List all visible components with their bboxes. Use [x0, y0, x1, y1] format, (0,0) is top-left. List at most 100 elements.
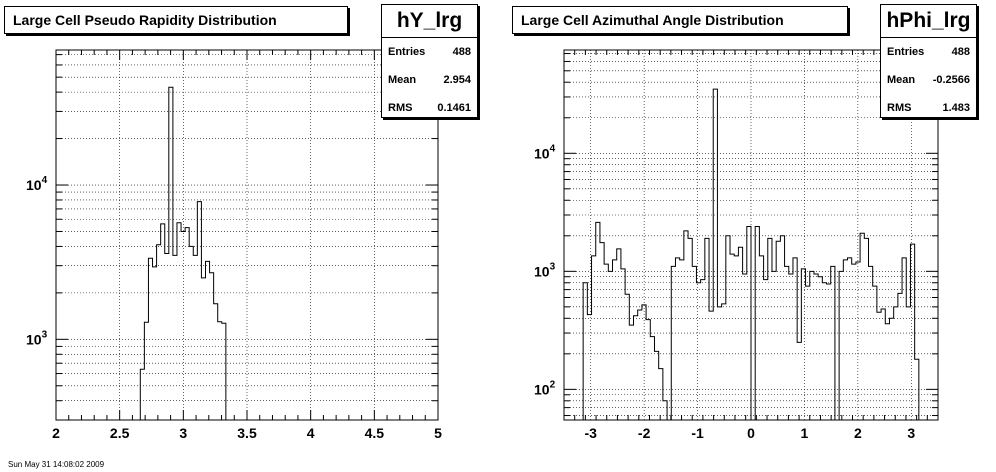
rapidity-histogram-bin	[165, 253, 169, 420]
stats-rms-label: RMS	[887, 102, 912, 114]
rapidity-y-tick-label-base: 10	[26, 177, 42, 193]
azimuth-x-tick-label: -2	[638, 425, 651, 441]
stats-mean-row: Mean 2.954	[382, 66, 477, 94]
azimuth-histogram-bin	[680, 260, 684, 420]
azimuth-histogram-bin	[848, 258, 852, 420]
azimuth-y-tick-label-exponent: 4	[550, 143, 556, 154]
azimuth-histogram-bin	[592, 256, 596, 420]
azimuth-x-tick-label: 1	[801, 425, 809, 441]
azimuth-y-tick-label: 103	[534, 261, 556, 279]
azimuth-histogram-bin	[843, 260, 847, 420]
azimuth-histogram-bin	[764, 280, 768, 420]
azimuth-histogram-bin	[801, 269, 805, 420]
rapidity-x-tick-label: 5	[434, 425, 442, 441]
azimuth-stats-box: hPhi_lrg Entries 488 Mean -0.2566 RMS 1.483	[880, 4, 977, 118]
azimuth-histogram-bin	[604, 264, 608, 420]
rapidity-x-tick-label: 4	[307, 425, 315, 441]
rapidity-frame	[55, 49, 439, 421]
stats-mean-label: Mean	[887, 74, 916, 86]
azimuth-histogram-bin	[654, 351, 658, 420]
azimuth-histogram-bin	[726, 236, 730, 420]
azimuth-histogram-bin	[738, 247, 742, 420]
azimuth-histogram-bin	[814, 274, 818, 420]
azimuth-histogram-bin	[684, 231, 688, 420]
azimuth-histogram-bin	[910, 244, 914, 420]
azimuth-histogram-bin	[827, 284, 831, 420]
azimuth-histogram-bin	[696, 283, 700, 420]
rapidity-histogram-bin	[201, 278, 205, 420]
stats-entries-label: Entries	[887, 46, 925, 58]
azimuth-histogram-bin	[885, 324, 889, 420]
azimuth-x-tick-label: 0	[747, 425, 755, 441]
azimuth-histogram-bin	[759, 256, 763, 420]
stats-histogram-name: hY_lrg	[382, 5, 477, 38]
rapidity-histogram-bin	[197, 202, 201, 420]
azimuth-y-tick-label-base: 10	[534, 381, 550, 397]
azimuth-histogram-bin	[625, 294, 629, 420]
stats-histogram-name: hPhi_lrg	[881, 5, 976, 38]
rapidity-histogram-bin	[177, 223, 181, 420]
azimuth-histogram-bin	[646, 320, 650, 420]
azimuth-histogram-bin	[692, 266, 696, 420]
azimuth-histogram-bin	[638, 310, 642, 420]
azimuth-y-tick-label-base: 10	[534, 263, 550, 279]
rapidity-y-tick-label-exponent: 3	[42, 329, 48, 340]
azimuth-y-tick-label-exponent: 3	[550, 261, 556, 272]
azimuth-x-tick-label: 2	[854, 425, 862, 441]
azimuth-histogram-bin	[822, 283, 826, 420]
azimuth-y-tick-label: 104	[534, 143, 556, 161]
azimuth-histogram-bin	[717, 307, 721, 420]
azimuth-histogram-bin	[877, 312, 881, 420]
azimuth-histogram-bin	[831, 266, 835, 420]
stats-mean-label: Mean	[388, 74, 417, 86]
azimuth-histogram-bin	[722, 304, 726, 420]
azimuth-y-tick-label-exponent: 2	[550, 379, 556, 390]
azimuth-histogram-bin	[688, 238, 692, 420]
azimuth-histogram-bin	[675, 258, 679, 420]
azimuth-histogram-bin	[621, 269, 625, 420]
rapidity-histogram-bin	[205, 261, 209, 420]
rapidity-histogram-bin	[185, 228, 189, 420]
azimuth-histogram-bin	[587, 315, 591, 420]
stats-entries-value: 488	[951, 46, 970, 58]
rapidity-y-tick-label: 104	[26, 175, 48, 193]
stats-rms-value: 1.483	[942, 102, 970, 114]
azimuth-histogram-bin	[596, 222, 600, 420]
stats-mean-row: Mean -0.2566	[881, 66, 976, 94]
rapidity-x-tick-label: 3	[179, 425, 187, 441]
azimuth-histogram-bin	[629, 325, 633, 420]
azimuth-histogram-bin	[600, 243, 604, 420]
rapidity-y-tick-label-base: 10	[26, 331, 42, 347]
rapidity-histogram-bin	[193, 255, 197, 420]
azimuth-histogram-bin	[894, 307, 898, 420]
azimuth-histogram-bin	[864, 238, 868, 420]
azimuth-histogram-bin	[806, 286, 810, 420]
stats-rms-label: RMS	[388, 102, 413, 114]
rapidity-x-tick-label: 3.5	[237, 425, 257, 441]
azimuth-histogram-bin	[776, 241, 780, 420]
azimuth-y-tick-label-base: 10	[534, 145, 550, 161]
rapidity-x-tick-label: 4.5	[365, 425, 385, 441]
rapidity-y-tick-label: 103	[26, 329, 48, 347]
azimuth-title: Large Cell Azimuthal Angle Distribution	[512, 6, 848, 34]
azimuth-histogram-bin	[915, 359, 919, 420]
azimuth-histogram-bin	[797, 342, 801, 420]
azimuth-histogram-bin	[634, 316, 638, 420]
azimuth-histogram-bin	[772, 271, 776, 420]
azimuth-x-tick-label: -1	[691, 425, 704, 441]
azimuth-histogram-bin	[613, 260, 617, 420]
rapidity-histogram-bin	[173, 255, 177, 420]
footer-timestamp: Sun May 31 14:08:02 2009	[8, 460, 105, 469]
azimuth-histogram-bin	[671, 266, 675, 420]
azimuth-histogram-bin	[793, 258, 797, 420]
azimuth-histogram-bin	[701, 280, 705, 420]
stats-rms-row: RMS 0.1461	[382, 94, 477, 122]
azimuth-histogram-bin	[839, 271, 843, 420]
azimuth-histogram-bin	[810, 271, 814, 420]
rapidity-histogram-bin	[140, 369, 144, 420]
rapidity-x-tick-label: 2	[52, 425, 60, 441]
rapidity-stats-box: hY_lrg Entries 488 Mean 2.954 RMS 0.1461	[381, 4, 478, 118]
